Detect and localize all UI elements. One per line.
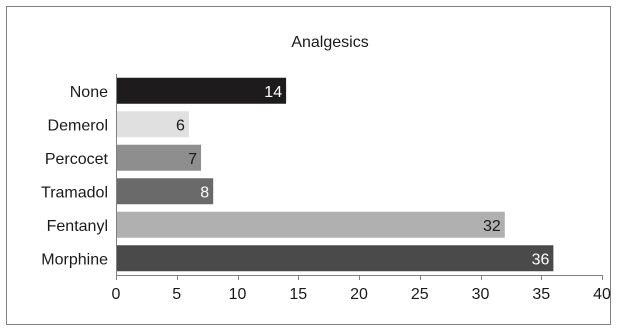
category-label-tramadol: Tramadol — [41, 184, 108, 201]
x-tick-label: 20 — [350, 286, 368, 303]
x-tick-label: 40 — [593, 286, 611, 303]
category-label-none: None — [70, 84, 108, 101]
x-tick-label: 0 — [112, 286, 121, 303]
bars-layer: None 14 Demerol 6 Percocet 7 Tramadol 8 Fentanyl… — [41, 77, 554, 272]
chart-border — [6, 6, 611, 325]
bar-morphine — [116, 245, 554, 272]
category-label-fentanyl: Fentanyl — [47, 218, 108, 235]
value-label-morphine: 36 — [532, 251, 550, 268]
x-tick-label: 15 — [289, 286, 307, 303]
axis-layer: 0 5 10 15 20 25 30 35 40 — [112, 74, 611, 303]
bar-percocet — [116, 144, 202, 171]
x-tick-label: 10 — [229, 286, 247, 303]
category-label-percocet: Percocet — [45, 151, 109, 168]
x-tick-label: 30 — [472, 286, 490, 303]
bar-none — [116, 77, 287, 104]
value-label-fentanyl: 32 — [483, 218, 501, 235]
value-label-tramadol: 8 — [200, 184, 209, 201]
category-label-demerol: Demerol — [48, 117, 108, 134]
value-label-percocet: 7 — [188, 151, 197, 168]
value-label-demerol: 6 — [176, 117, 185, 134]
bar-tramadol — [116, 178, 214, 205]
bar-demerol — [116, 111, 189, 138]
x-tick-label: 25 — [411, 286, 429, 303]
x-tick-label: 5 — [172, 286, 181, 303]
x-tick-label: 35 — [532, 286, 550, 303]
chart-title: Analgesics — [291, 34, 368, 51]
bar-fentanyl — [116, 211, 505, 238]
value-label-none: 14 — [264, 84, 282, 101]
category-label-morphine: Morphine — [41, 251, 108, 268]
